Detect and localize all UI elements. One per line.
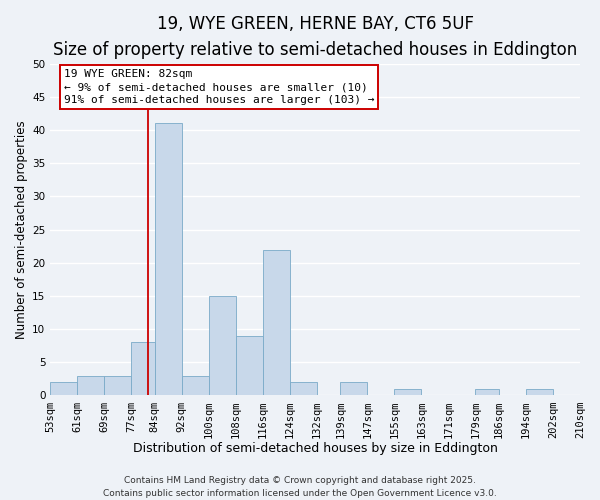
Text: 19 WYE GREEN: 82sqm
← 9% of semi-detached houses are smaller (10)
91% of semi-de: 19 WYE GREEN: 82sqm ← 9% of semi-detache… bbox=[64, 69, 374, 106]
Bar bbox=[526, 389, 553, 396]
X-axis label: Distribution of semi-detached houses by size in Eddington: Distribution of semi-detached houses by … bbox=[133, 442, 497, 455]
Bar bbox=[580, 389, 600, 396]
Bar bbox=[236, 336, 263, 396]
Bar bbox=[182, 376, 209, 396]
Bar bbox=[263, 250, 290, 396]
Bar bbox=[50, 382, 77, 396]
Bar bbox=[340, 382, 367, 396]
Bar bbox=[131, 342, 155, 396]
Text: Contains HM Land Registry data © Crown copyright and database right 2025.
Contai: Contains HM Land Registry data © Crown c… bbox=[103, 476, 497, 498]
Bar bbox=[77, 376, 104, 396]
Bar bbox=[209, 296, 236, 396]
Y-axis label: Number of semi-detached properties: Number of semi-detached properties bbox=[15, 120, 28, 339]
Bar bbox=[394, 389, 421, 396]
Bar bbox=[290, 382, 317, 396]
Title: 19, WYE GREEN, HERNE BAY, CT6 5UF
Size of property relative to semi-detached hou: 19, WYE GREEN, HERNE BAY, CT6 5UF Size o… bbox=[53, 15, 577, 60]
Bar bbox=[104, 376, 131, 396]
Bar bbox=[155, 124, 182, 396]
Bar bbox=[475, 389, 499, 396]
